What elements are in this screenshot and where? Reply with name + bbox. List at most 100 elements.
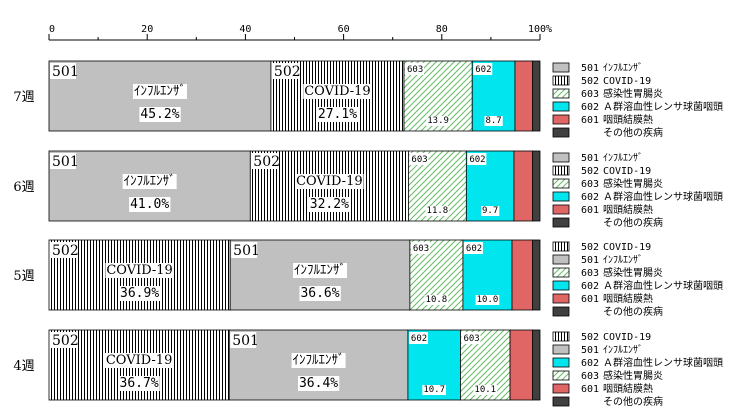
legend-name: COVID-19 [603, 332, 651, 343]
legend-code: 502 [581, 332, 599, 343]
segment-code-bg [473, 63, 493, 75]
legend-swatch [552, 88, 570, 99]
legend: 502 COVID-19 501 ｲﾝﾌﾙｴﾝｻﾞ 602 Ａ群溶血性レンサ球菌咽頭 603… [552, 331, 723, 408]
segment-code-bg [463, 242, 483, 254]
segment-value-label: 41.0% [130, 197, 169, 212]
segment-value-bg [139, 107, 181, 122]
legend-code: 603 [581, 89, 599, 100]
segment-value-bg [297, 376, 340, 391]
segment-value-bg [118, 376, 160, 391]
segment-name: COVID-19 [304, 84, 371, 99]
legend-code: 602 [581, 192, 599, 203]
segment-code: 602 [466, 244, 482, 254]
segment-code-bg [50, 153, 76, 169]
segment-value-label: 11.8 [427, 206, 449, 216]
legend-name: 咽頭結膜熱 [603, 203, 653, 216]
segment-name: ｲﾝﾌﾙｴﾝｻﾞ [294, 263, 346, 278]
segment-code: 602 [469, 155, 485, 165]
x-axis: 0 20 40 60 80 100% [48, 24, 552, 41]
segment-name: COVID-19 [106, 263, 173, 278]
legend-code: 603 [581, 371, 599, 382]
segment-code: 602 [475, 65, 491, 75]
legend-name: 感染性胃腸炎 [603, 87, 663, 100]
legend: 501 ｲﾝﾌﾙｴﾝｻﾞ 502 COVID-19 603 感染性胃腸炎 602 Ａ群溶血性レ… [552, 62, 723, 139]
legend-name: Ａ群溶血性レンサ球菌咽頭 [603, 356, 723, 369]
legend-name: 咽頭結膜熱 [603, 292, 653, 305]
legend-name: Ａ群溶血性レンサ球菌咽頭 [603, 279, 723, 292]
segment-value-bg [422, 385, 447, 395]
week-label: 6週 [13, 180, 34, 195]
segment-value-bg [316, 107, 359, 122]
segment-value-bg [299, 286, 341, 301]
x-tick-label: 80 [436, 24, 448, 35]
legend-code: 501 [581, 345, 599, 356]
bars: 7週501ｲﾝﾌﾙｴﾝｻﾞ45.2%502COVID-1927.1%60313.… [13, 60, 541, 401]
legend-swatch [552, 152, 570, 163]
segment-code-bg [271, 63, 298, 79]
legend-swatch [552, 178, 570, 189]
segment-code-bg [230, 332, 257, 348]
segment-code: 501 [52, 64, 79, 80]
segment-code-bg [251, 153, 278, 169]
x-tick-label: 0 [49, 24, 55, 35]
segment-name-bg [105, 263, 174, 278]
legend-code: 501 [581, 255, 599, 266]
legend-swatch [552, 191, 570, 202]
segment-name-bg [122, 174, 177, 189]
segment-code-bg [50, 242, 76, 258]
segment-code-bg [50, 332, 76, 348]
segment-value-label: 45.2% [140, 107, 179, 122]
legend-name: その他の疾病 [603, 305, 663, 318]
legend-name: その他の疾病 [603, 395, 663, 408]
segment-value-bg [424, 295, 449, 305]
segment-code: 603 [407, 65, 423, 75]
segment-code: 603 [463, 334, 479, 344]
segment-value-label: 32.2% [310, 197, 349, 212]
legend-name: 咽頭結膜熱 [603, 113, 653, 126]
bar-segment [511, 239, 534, 311]
x-tick-label: 100% [528, 24, 552, 35]
bar-segment [532, 239, 541, 311]
segment-code: 502 [274, 64, 301, 80]
segment-value-label: 10.8 [426, 295, 448, 305]
legend-name: 感染性胃腸炎 [603, 369, 663, 382]
legends: 501 ｲﾝﾌﾙｴﾝｻﾞ 502 COVID-19 603 感染性胃腸炎 602 Ａ群溶血性レ… [552, 62, 723, 408]
bar-group: 5週 502 COVID-19 36.9% 501 ｲﾝﾌﾙｴﾝｻﾞ 36.6% 603 10.… [13, 239, 541, 311]
bar-segment [532, 150, 541, 222]
segment-code-bg [461, 332, 481, 344]
segment-code: 502 [52, 333, 79, 349]
segment-value-label: 36.4% [299, 376, 338, 391]
segment-code: 501 [233, 243, 260, 259]
legend-name: 感染性胃腸炎 [603, 266, 663, 279]
legend-swatch [552, 241, 570, 252]
legend-code: 602 [581, 281, 599, 292]
legend-swatch [552, 357, 570, 368]
legend-swatch [552, 383, 570, 394]
bar-segment [532, 60, 541, 132]
bar-group: 4週 502 COVID-19 36.7% 501 ｲﾝﾌﾙｴﾝｻﾞ 36.4% 602 10.… [13, 329, 541, 401]
segment-value-bg [473, 385, 498, 395]
legend-swatch [552, 370, 570, 381]
segment-code-bg [409, 153, 429, 165]
legend: 502 COVID-19 501 ｲﾝﾌﾙｴﾝｻﾞ 603 感染性胃腸炎 602 Ａ群溶血性レ… [552, 241, 723, 318]
segment-name: ｲﾝﾌﾙｴﾝｻﾞ [134, 84, 186, 99]
legend-code: 502 [581, 166, 599, 177]
segment-value-label: 9.7 [482, 206, 498, 216]
legend-code: 602 [581, 102, 599, 113]
legend-swatch [552, 396, 570, 407]
legend-name: 咽頭結膜熱 [603, 382, 653, 395]
legend-swatch [552, 254, 570, 265]
x-tick-label: 40 [239, 24, 251, 35]
legend-name: ｲﾝﾌﾙｴﾝｻﾞ [603, 254, 643, 266]
segment-name-bg [104, 353, 174, 368]
legend-swatch [552, 267, 570, 278]
legend-name: COVID-19 [603, 166, 651, 177]
legend-name: Ａ群溶血性レンサ球菌咽頭 [603, 100, 723, 113]
segment-code-bg [50, 63, 76, 79]
segment-value-label: 10.1 [474, 385, 496, 395]
segment-value-bg [475, 295, 500, 305]
bar-segment [509, 329, 534, 401]
week-label: 7週 [13, 90, 34, 105]
bar-segment [513, 150, 534, 222]
